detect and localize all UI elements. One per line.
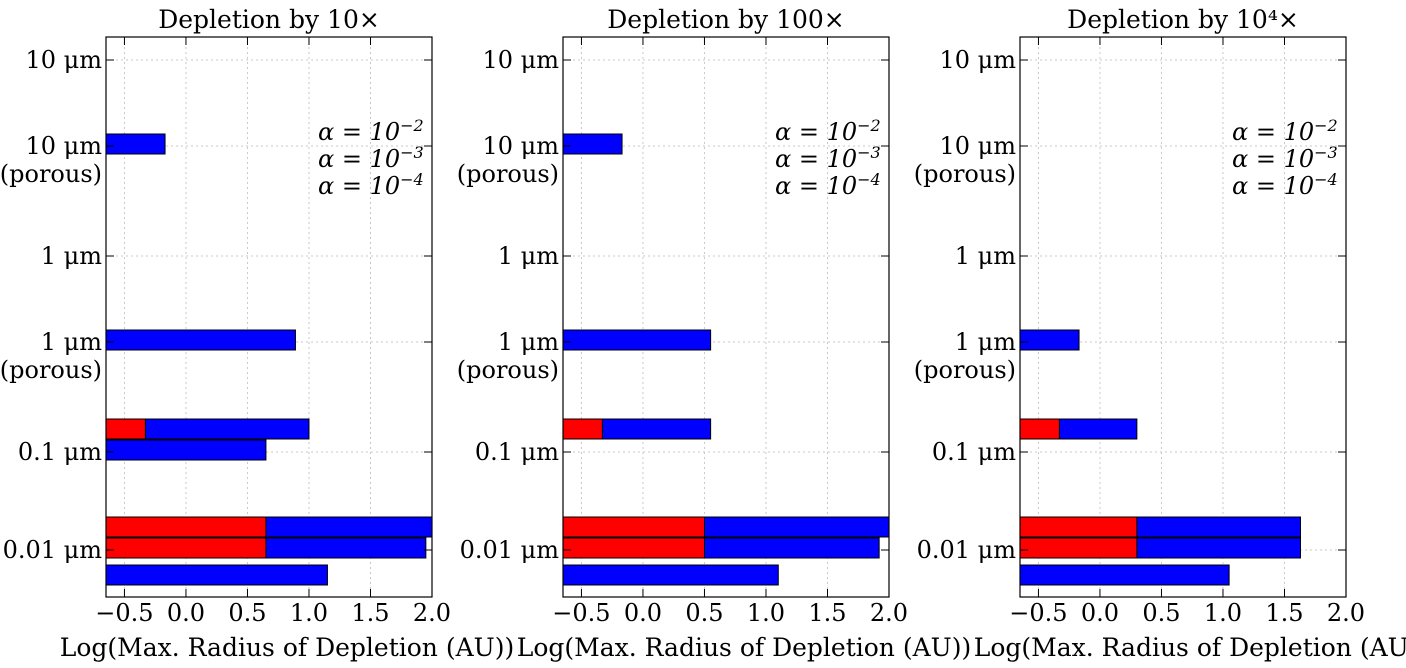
panel-title: Depletion by 10× [158, 5, 380, 34]
y-tick-label: (porous) [914, 356, 1016, 384]
x-tick-label: 0.0 [167, 599, 205, 627]
legend-entry: α = 10−2 [775, 116, 881, 146]
y-tick-label: 0.1 μm [475, 438, 559, 466]
y-tick-label: 0.1 μm [18, 438, 102, 466]
y-tick-label: 0.1 μm [932, 438, 1016, 466]
x-tick-label: 1.5 [351, 599, 389, 627]
x-tick-label: 2.0 [413, 599, 451, 627]
x-axis-label: Log(Max. Radius of Depletion (AU)) [517, 633, 972, 662]
x-tick-label: 2.0 [870, 599, 908, 627]
bar [562, 133, 623, 155]
axes-frame [105, 36, 433, 598]
y-tick-label: (porous) [0, 356, 102, 384]
bar [105, 133, 166, 155]
legend-entry: α = 10−2 [1232, 116, 1338, 146]
bar [1019, 564, 1230, 586]
bar [1019, 516, 1138, 538]
y-tick-label: 10 μm [25, 46, 102, 74]
x-tick-label: −0.5 [95, 599, 153, 627]
x-axis-label: Log(Max. Radius of Depletion (AU)) [974, 633, 1406, 662]
legend-entry: α = 10−3 [775, 143, 881, 173]
x-tick-label: 0.5 [228, 599, 266, 627]
y-tick-label: 10 μm [939, 132, 1016, 160]
bar [105, 537, 267, 559]
x-tick-label: 0.0 [1081, 599, 1119, 627]
legend-entry: α = 10−4 [318, 170, 424, 200]
y-tick-label: 1 μm [41, 328, 102, 356]
bar [562, 418, 603, 440]
bar [105, 418, 146, 440]
y-tick-label: (porous) [457, 160, 559, 188]
x-tick-label: −0.5 [1009, 599, 1067, 627]
bar [1019, 329, 1080, 351]
y-tick-label: 1 μm [955, 242, 1016, 270]
legend-entry: α = 10−2 [318, 116, 424, 146]
bar [1019, 537, 1138, 559]
y-tick-label: 0.01 μm [917, 536, 1017, 564]
y-tick-label: 10 μm [25, 132, 102, 160]
legend-entry: α = 10−4 [775, 170, 881, 200]
panel-title: Depletion by 100× [607, 5, 845, 34]
bar [562, 564, 779, 586]
y-tick-label: (porous) [0, 160, 102, 188]
bar [1019, 418, 1060, 440]
legend-entry: α = 10−3 [318, 143, 424, 173]
y-tick-label: 10 μm [482, 46, 559, 74]
y-tick-label: 1 μm [41, 242, 102, 270]
bar [105, 439, 267, 461]
y-tick-label: 10 μm [482, 132, 559, 160]
y-tick-label: (porous) [457, 356, 559, 384]
x-tick-label: 0.5 [1142, 599, 1180, 627]
x-tick-label: 1.5 [1265, 599, 1303, 627]
y-tick-label: 1 μm [498, 242, 559, 270]
x-tick-label: 1.0 [1204, 599, 1242, 627]
legend-entry: α = 10−4 [1232, 170, 1338, 200]
bar [562, 537, 705, 559]
y-tick-label: 1 μm [955, 328, 1016, 356]
legend-entry: α = 10−3 [1232, 143, 1338, 173]
bar [105, 329, 296, 351]
y-tick-label: 0.01 μm [3, 536, 103, 564]
x-tick-label: 1.0 [747, 599, 785, 627]
x-axis-label: Log(Max. Radius of Depletion (AU)) [60, 633, 515, 662]
bar [105, 564, 328, 586]
bar [562, 329, 712, 351]
x-tick-label: 1.0 [290, 599, 328, 627]
y-tick-label: 0.01 μm [460, 536, 560, 564]
x-tick-label: 2.0 [1327, 599, 1365, 627]
panel-title: Depletion by 10⁴× [1067, 5, 1299, 34]
y-tick-label: 1 μm [498, 328, 559, 356]
x-tick-label: 0.5 [685, 599, 723, 627]
bar [562, 516, 705, 538]
axes-frame [562, 36, 890, 598]
y-tick-label: (porous) [914, 160, 1016, 188]
x-tick-label: −0.5 [552, 599, 610, 627]
bar [105, 516, 267, 538]
y-tick-label: 10 μm [939, 46, 1016, 74]
x-tick-label: 1.5 [808, 599, 846, 627]
axes-frame [1019, 36, 1347, 598]
x-tick-label: 0.0 [624, 599, 662, 627]
